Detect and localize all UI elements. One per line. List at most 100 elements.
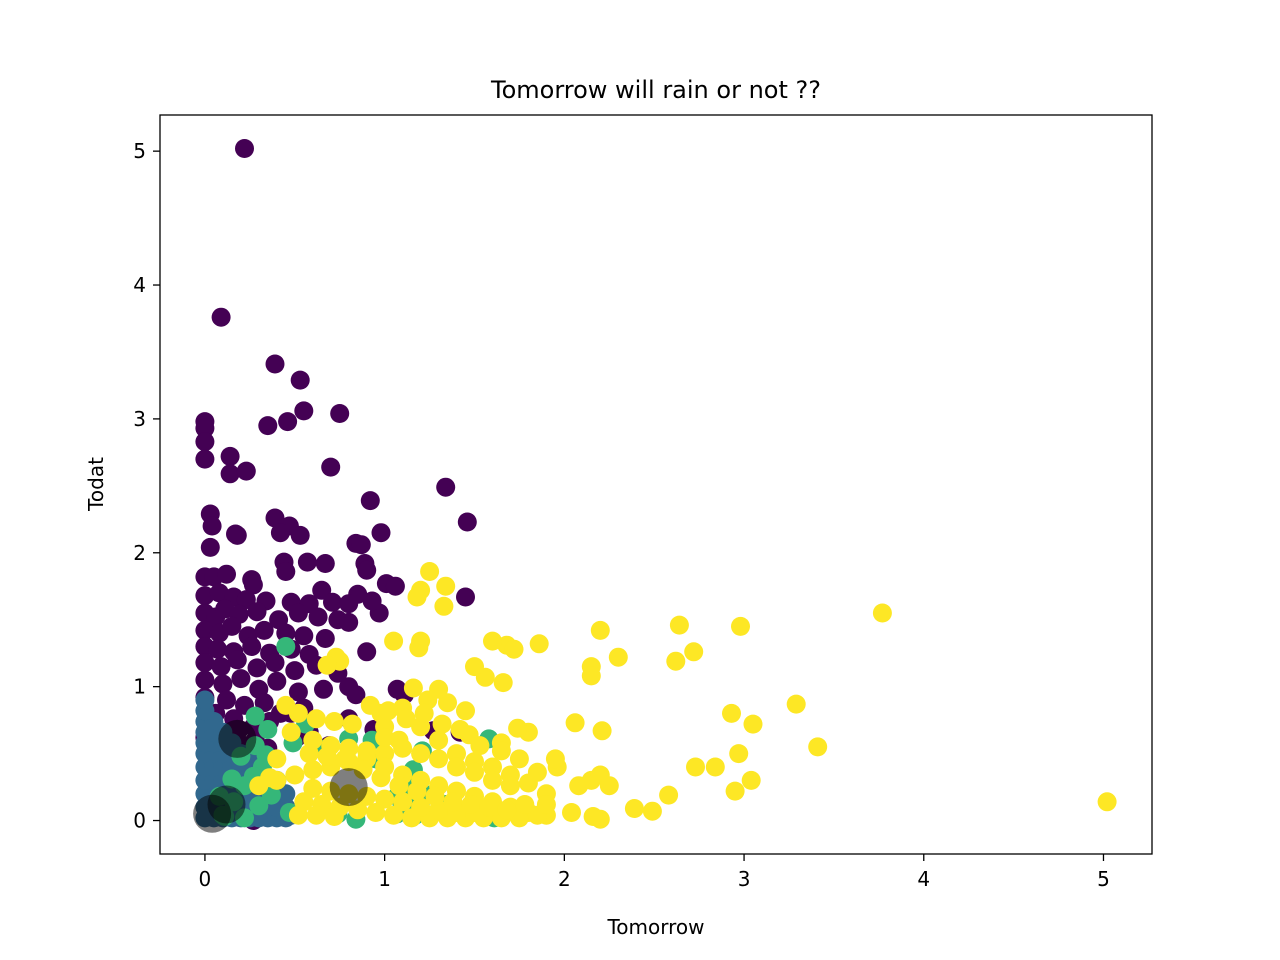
scatter-point xyxy=(529,634,549,654)
scatter-point xyxy=(276,784,296,804)
scatter-point xyxy=(195,418,215,438)
scatter-point xyxy=(500,776,520,796)
scatter-point xyxy=(407,781,427,801)
scatter-point xyxy=(213,674,233,694)
scatter-point xyxy=(357,741,377,761)
scatter-point xyxy=(265,354,285,374)
scatter-point xyxy=(200,537,220,557)
scatter-point xyxy=(303,760,323,780)
scatter-point xyxy=(314,679,333,699)
scatter-point xyxy=(450,720,470,739)
scatter-point xyxy=(642,801,662,821)
scatter-point xyxy=(308,607,328,627)
scatter-point xyxy=(493,673,513,693)
scatter-point xyxy=(438,693,457,713)
scatter-point xyxy=(1097,792,1117,812)
scatter-point xyxy=(315,629,335,648)
scatter-point xyxy=(436,576,456,596)
scatter-point xyxy=(479,797,499,817)
scatter-point xyxy=(362,591,382,611)
scatter-point xyxy=(288,603,308,623)
scatter-point xyxy=(217,690,236,710)
scatter-point xyxy=(285,661,305,681)
x-tick-label: 3 xyxy=(738,867,751,891)
scatter-point xyxy=(684,642,704,662)
scatter-point xyxy=(393,792,413,812)
series-3 xyxy=(249,562,1117,829)
scatter-point xyxy=(351,535,371,555)
centroid-point xyxy=(218,719,257,758)
scatter-point xyxy=(384,631,404,651)
scatter-point xyxy=(276,562,296,581)
scatter-point xyxy=(357,642,377,662)
scatter-point xyxy=(447,744,466,764)
scatter-point xyxy=(324,807,344,826)
scatter-point xyxy=(265,508,285,528)
scatter-point xyxy=(527,762,547,782)
scatter-point xyxy=(624,799,644,818)
scatter-point xyxy=(434,596,454,616)
scatter-point xyxy=(592,721,612,741)
points-layer xyxy=(193,139,1117,833)
x-axis: 0 1 2 3 4 5 xyxy=(199,854,1110,891)
scatter-point xyxy=(357,560,377,580)
scatter-point xyxy=(247,602,267,622)
scatter-point xyxy=(258,416,278,436)
scatter-point xyxy=(245,706,265,726)
scatter-point xyxy=(315,554,335,573)
scatter-point xyxy=(393,738,413,758)
scatter-point xyxy=(436,477,456,497)
x-tick-label: 0 xyxy=(199,867,212,891)
scatter-point xyxy=(202,516,222,536)
scatter-point xyxy=(211,307,231,327)
scatter-point xyxy=(208,639,227,659)
scatter-point xyxy=(288,682,308,702)
scatter-point xyxy=(360,491,380,511)
scatter-point xyxy=(217,564,236,584)
scatter-point xyxy=(608,647,628,667)
scatter-point xyxy=(429,730,449,750)
scatter-point xyxy=(254,620,274,640)
scatter-point xyxy=(407,587,427,607)
scatter-point xyxy=(299,744,319,764)
scatter-point xyxy=(411,797,431,817)
scatter-point xyxy=(243,575,263,595)
scatter-point xyxy=(211,657,231,677)
scatter-point xyxy=(195,653,215,673)
scatter-point xyxy=(515,795,535,814)
scatter-point xyxy=(581,666,601,686)
scatter-point xyxy=(236,461,256,481)
scatter-point xyxy=(483,757,502,777)
scatter-point xyxy=(599,776,619,796)
scatter-point xyxy=(242,637,262,656)
scatter-point xyxy=(195,690,215,710)
scatter-point xyxy=(270,523,290,543)
scatter-point xyxy=(409,638,429,658)
scatter-point xyxy=(276,637,296,656)
scatter-point xyxy=(743,714,763,734)
x-tick-label: 2 xyxy=(558,867,571,891)
scatter-point xyxy=(306,805,326,825)
scatter-point xyxy=(414,703,434,723)
scatter-point xyxy=(457,512,477,532)
scatter-point xyxy=(220,464,240,484)
scatter-point xyxy=(378,701,398,721)
scatter-point xyxy=(195,670,215,690)
scatter-point xyxy=(569,776,589,796)
scatter-point xyxy=(335,749,355,769)
scatter-point xyxy=(339,594,359,614)
scatter-point xyxy=(227,525,247,545)
scatter-point xyxy=(267,671,287,691)
scatter-point xyxy=(590,809,610,829)
scatter-point xyxy=(342,714,362,734)
scatter-point xyxy=(366,803,386,822)
scatter-point xyxy=(209,583,229,603)
scatter-point xyxy=(249,796,269,816)
scatter-point xyxy=(429,749,449,769)
scatter-point xyxy=(729,744,749,764)
scatter-point xyxy=(470,736,490,756)
scatter-point xyxy=(321,457,341,477)
chart-title: Tomorrow will rain or not ?? xyxy=(490,76,821,104)
scatter-point xyxy=(371,523,391,543)
